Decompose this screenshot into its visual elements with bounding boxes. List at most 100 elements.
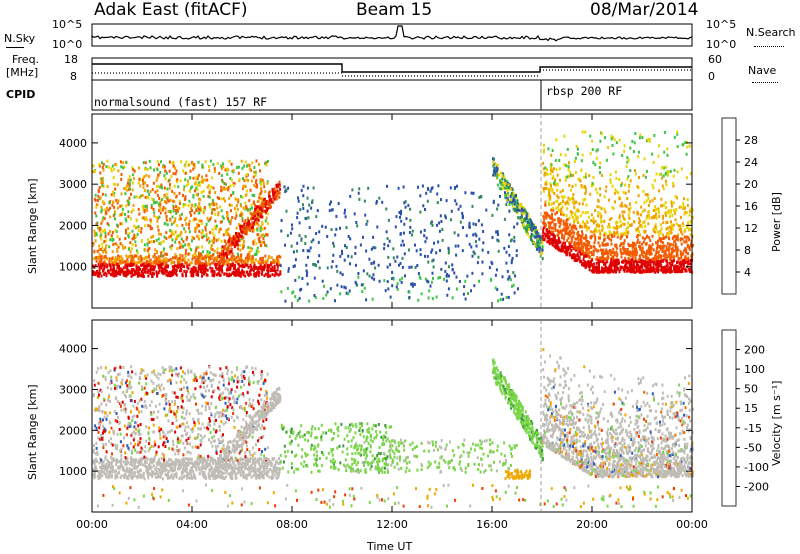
power-cell	[495, 268, 498, 272]
power-cell	[665, 211, 668, 215]
power-cell	[145, 261, 148, 265]
power-cell	[681, 143, 684, 147]
power-cell	[655, 172, 658, 176]
power-cell	[658, 264, 661, 268]
power-cell	[472, 250, 475, 254]
power-cell	[195, 254, 198, 258]
power-cell	[251, 229, 254, 233]
power-cell	[218, 197, 221, 200]
power-cell	[658, 144, 661, 148]
power-cell	[622, 251, 625, 255]
power-cell	[294, 295, 297, 299]
power-cell	[157, 228, 160, 232]
power-cell	[398, 211, 401, 214]
power-cell	[496, 183, 499, 187]
power-cell	[561, 248, 564, 252]
power-cell	[240, 256, 243, 259]
power-cell	[590, 234, 593, 238]
power-cell	[93, 265, 96, 269]
power-cell	[194, 251, 197, 255]
power-cell	[190, 274, 193, 277]
power-cell	[599, 171, 601, 175]
power-cell	[156, 184, 159, 188]
power-cell	[199, 261, 201, 265]
power-cell	[326, 290, 329, 294]
power-cell	[110, 169, 113, 173]
power-cell	[613, 253, 616, 256]
power-cell	[514, 205, 517, 209]
power-cell	[559, 220, 562, 224]
power-cell	[135, 264, 138, 268]
power-cell	[162, 272, 165, 276]
power-cell	[542, 226, 545, 230]
power-cell	[652, 248, 655, 252]
power-cell	[389, 295, 392, 299]
power-cell	[624, 263, 627, 267]
power-cell	[252, 240, 255, 244]
power-cell	[232, 242, 235, 246]
power-cell	[555, 138, 558, 142]
power-cell	[162, 270, 165, 273]
power-cell	[102, 184, 105, 188]
power-cell	[685, 176, 688, 180]
power-cell	[357, 272, 360, 275]
power-cell	[235, 211, 238, 215]
power-cell	[689, 244, 692, 248]
power-cell	[653, 260, 656, 264]
power-cell	[615, 141, 618, 145]
power-cell	[225, 228, 228, 232]
power-cell	[287, 186, 290, 190]
power-cell	[628, 185, 631, 189]
power-cell	[269, 267, 272, 271]
power-cell	[241, 229, 244, 233]
power-cell	[640, 263, 643, 266]
power-cell	[99, 230, 102, 234]
power-cell	[616, 190, 618, 194]
power-cell	[603, 195, 606, 199]
power-cell	[227, 274, 230, 278]
power-cell	[554, 159, 557, 162]
power-cell	[171, 265, 174, 269]
power-cell	[163, 262, 166, 266]
power-cell	[184, 196, 187, 200]
power-cell	[329, 287, 332, 291]
power-cell	[538, 241, 541, 245]
power-cell	[149, 269, 152, 273]
power-cell	[233, 273, 236, 277]
power-cell	[247, 265, 250, 269]
power-cell	[560, 195, 563, 199]
power-cell	[666, 261, 669, 265]
power-cell	[445, 199, 448, 203]
power-cell	[168, 160, 171, 164]
power-cell	[147, 238, 150, 242]
power-cell	[578, 202, 581, 206]
power-cell	[219, 205, 222, 209]
power-cell	[554, 223, 557, 226]
power-cell	[654, 270, 657, 274]
power-cell	[219, 254, 222, 258]
power-cell	[556, 233, 559, 237]
power-cell	[255, 272, 258, 275]
power-cell	[680, 256, 683, 260]
power-cell	[655, 216, 658, 220]
power-cell	[430, 280, 433, 284]
power-cell	[671, 263, 674, 267]
power-cell	[606, 235, 609, 239]
power-cell	[682, 252, 685, 256]
power-cell	[497, 239, 500, 243]
power-cell	[565, 219, 568, 222]
power-cell	[150, 240, 153, 244]
power-cell	[573, 258, 576, 262]
power-cell	[253, 170, 256, 174]
power-cell	[439, 214, 442, 218]
power-cell	[100, 256, 103, 260]
power-cell	[400, 243, 403, 247]
power-cell	[615, 176, 618, 180]
power-cell	[308, 226, 311, 230]
power-cell	[157, 266, 160, 270]
power-cell	[582, 198, 585, 202]
power-cell	[633, 260, 636, 264]
power-cell	[394, 225, 397, 229]
power-cell	[223, 272, 226, 276]
power-cell	[188, 189, 191, 193]
